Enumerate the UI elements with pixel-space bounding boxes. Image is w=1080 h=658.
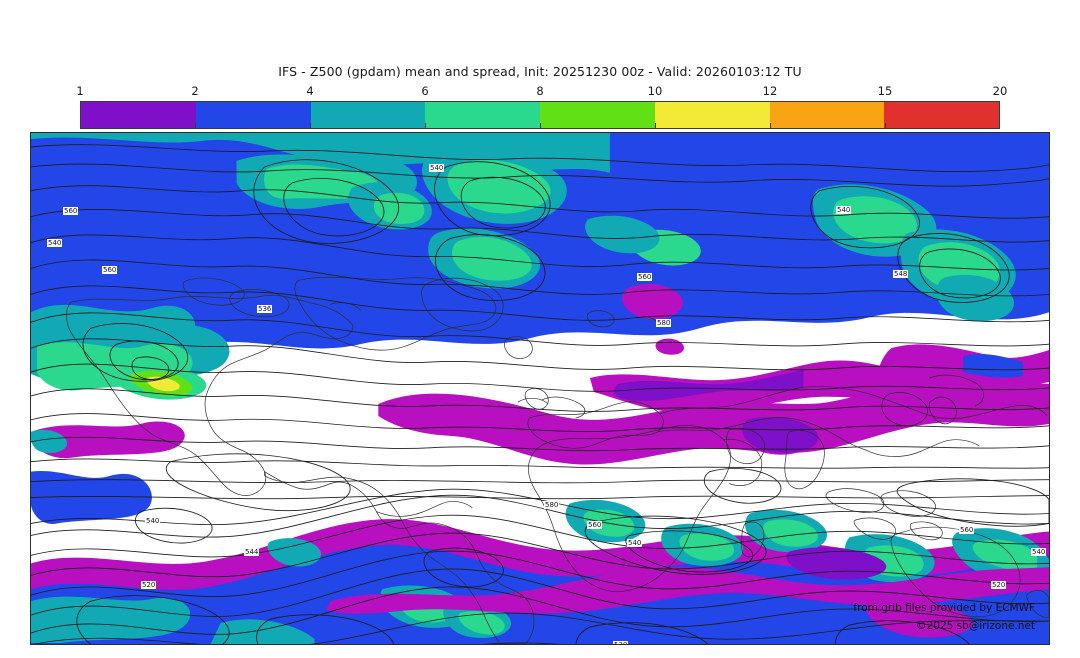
contour-label: 530 [613,641,629,644]
contour-label: 560 [959,526,975,534]
contour-label: 540 [836,206,852,214]
colorbar-tick-15: 15 [877,84,893,98]
contour-label: 580 [656,319,672,327]
colorbar: 1 2 4 6 8 10 12 15 20 [76,84,1007,129]
colorbar-segment-1-2 [81,102,196,128]
page-title: IFS - Z500 (gpdam) mean and spread, Init… [278,64,802,79]
attribution-copyright: ©2025 sb@irizone.net [916,620,1035,632]
colorbar-tick-labels: 1 2 4 6 8 10 12 15 20 [76,83,1007,99]
colorbar-segment-12-15 [769,102,885,128]
colorbar-tick-6: 6 [421,84,429,98]
colorbar-segment-15-20 [884,102,999,128]
contour-label: 548 [893,270,909,278]
colorbar-segment-8-10 [540,102,655,128]
colorbar-gradient [80,101,1000,129]
colorbar-segment-10-12 [654,102,770,128]
colorbar-tick-1: 1 [76,84,84,98]
colorbar-tick-20: 20 [992,84,1008,98]
colorbar-tick-4: 4 [306,84,314,98]
contour-label: 560 [63,207,79,215]
contour-label: 540 [145,517,161,525]
contour-label: 540 [429,164,445,172]
colorbar-segment-6-8 [425,102,540,128]
map-canvas [31,133,1049,644]
contour-label: 540 [1031,548,1047,556]
contour-label: 520 [141,581,157,589]
contour-label: 560 [102,266,118,274]
colorbar-tick-12: 12 [762,84,778,98]
colorbar-tick-2: 2 [191,84,199,98]
map-plot-area[interactable]: 560 540 560 540 536 560 580 540 548 580 540 520 544 5… [30,132,1050,645]
colorbar-tick-10: 10 [647,84,663,98]
contour-label: 544 [244,548,260,556]
contour-label: 536 [257,305,273,313]
contour-label: 540 [47,239,63,247]
colorbar-tick-8: 8 [536,84,544,98]
contour-label: 540 [627,539,643,547]
contour-label: 520 [991,581,1007,589]
colorbar-segment-4-6 [310,102,426,128]
contour-label: 580 [544,501,560,509]
colorbar-segment-2-4 [195,102,311,128]
contour-label: 560 [587,521,603,529]
attribution-source: from grib files provided by ECMWF [853,602,1035,614]
contour-label: 560 [637,273,653,281]
